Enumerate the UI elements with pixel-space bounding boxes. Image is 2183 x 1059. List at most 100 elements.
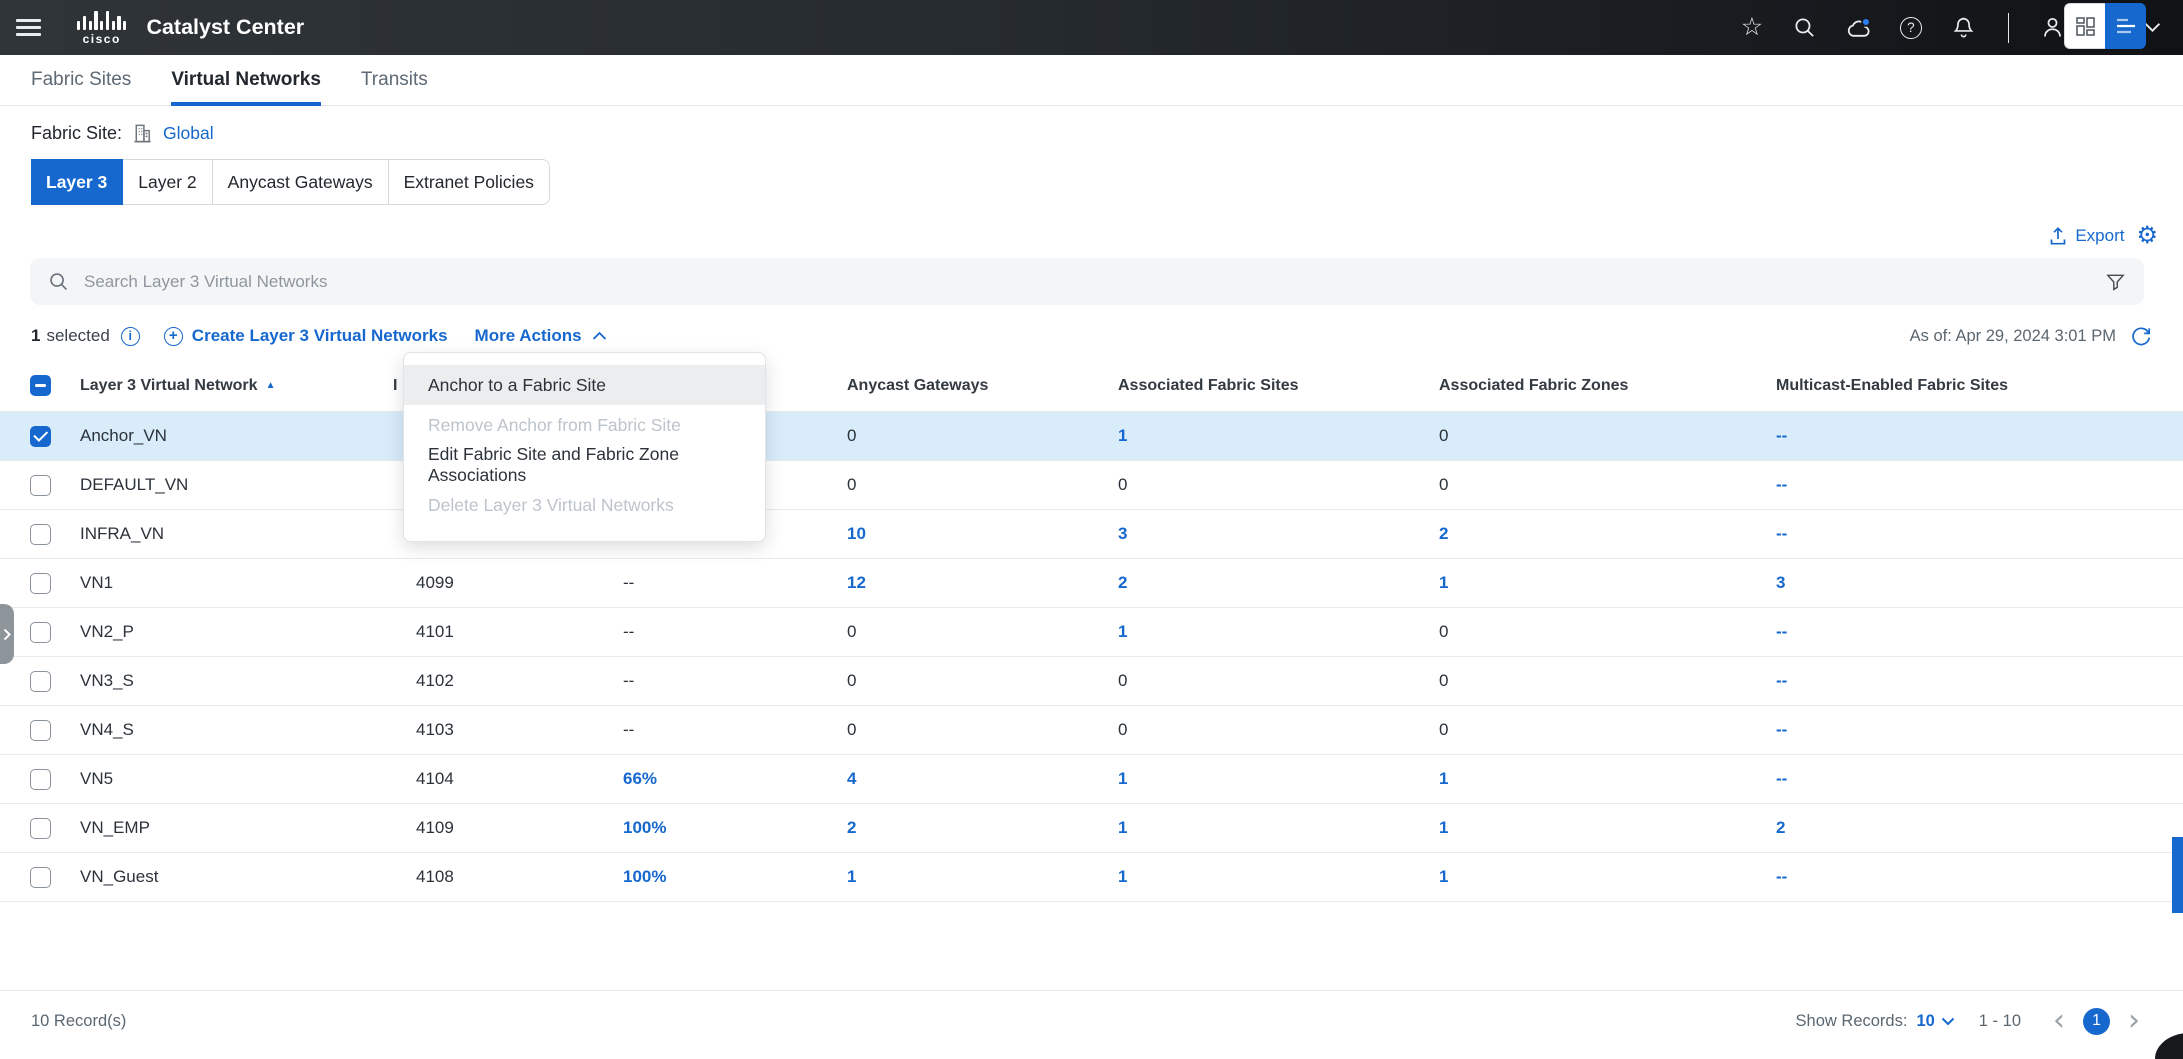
more-actions-button[interactable]: More Actions	[475, 326, 607, 346]
cell-multicast-enabled[interactable]: --	[1776, 426, 2183, 446]
grid-view-icon	[2076, 17, 2095, 36]
cell-associated-fabric-zones: 0	[1439, 622, 1776, 642]
menu-item[interactable]: Edit Fabric Site and Fabric Zone Associa…	[404, 445, 765, 485]
cell-associated-fabric-sites[interactable]: 1	[1118, 622, 1439, 642]
cell-multicast-enabled[interactable]: --	[1776, 720, 2183, 740]
cell-multicast-enabled[interactable]: --	[1776, 769, 2183, 789]
layer-filter-button[interactable]: Layer 3	[31, 159, 123, 205]
column-header-multicast-enabled[interactable]: Multicast-Enabled Fabric Sites	[1776, 377, 2183, 395]
favorites-star-icon[interactable]: ☆	[1739, 15, 1765, 41]
cell-percent[interactable]: 100%	[623, 818, 847, 838]
table-row[interactable]: VN4_S 4103 -- 0 0 0 --	[0, 706, 2183, 755]
global-search-icon[interactable]	[1792, 15, 1818, 41]
table-row[interactable]: INFRA_VN 10 3 2 --	[0, 510, 2183, 559]
row-checkbox[interactable]	[30, 769, 51, 790]
cell-associated-fabric-sites[interactable]: 1	[1118, 769, 1439, 789]
table-footer: 10 Record(s) Show Records: 10 1 - 10 ‹ 1…	[0, 990, 2183, 1051]
select-all-checkbox[interactable]	[30, 375, 51, 396]
cell-vnid: 4108	[416, 867, 623, 887]
menu-item[interactable]: Anchor to a Fabric Site	[404, 365, 765, 405]
cell-associated-fabric-zones[interactable]: 1	[1439, 573, 1776, 593]
cell-multicast-enabled[interactable]: --	[1776, 475, 2183, 495]
cell-multicast-enabled[interactable]: --	[1776, 671, 2183, 691]
row-checkbox[interactable]	[30, 720, 51, 741]
current-page-button[interactable]: 1	[2083, 1008, 2110, 1035]
cell-multicast-enabled[interactable]: 3	[1776, 573, 2183, 593]
view-toggle-group	[2064, 3, 2146, 49]
cell-associated-fabric-sites[interactable]: 2	[1118, 573, 1439, 593]
list-view-toggle[interactable]	[2105, 3, 2146, 49]
card-view-toggle[interactable]	[2064, 3, 2105, 49]
hamburger-icon[interactable]	[16, 14, 41, 40]
table-row[interactable]: VN_EMP 4109 100% 2 1 1 2	[0, 804, 2183, 853]
cell-vnid: 4104	[416, 769, 623, 789]
filter-funnel-icon[interactable]	[2105, 271, 2126, 292]
cell-multicast-enabled[interactable]: --	[1776, 622, 2183, 642]
cloud-status-icon[interactable]	[1845, 15, 1871, 41]
refresh-icon[interactable]	[2129, 324, 2153, 348]
cell-associated-fabric-zones[interactable]: 1	[1439, 867, 1776, 887]
cell-associated-fabric-sites[interactable]: 1	[1118, 867, 1439, 887]
table-row[interactable]: DEFAULT_VN 0 0 0 --	[0, 461, 2183, 510]
cell-anycast-gateways[interactable]: 12	[847, 573, 1118, 593]
vertical-scrollbar-thumb[interactable]	[2172, 837, 2183, 913]
cell-associated-fabric-zones[interactable]: 1	[1439, 769, 1776, 789]
table-row[interactable]: VN2_P 4101 -- 0 1 0 --	[0, 608, 2183, 657]
search-input[interactable]	[84, 272, 2105, 292]
cell-associated-fabric-zones[interactable]: 1	[1439, 818, 1776, 838]
table-row[interactable]: VN1 4099 -- 12 2 1 3	[0, 559, 2183, 608]
cell-anycast-gateways[interactable]: 1	[847, 867, 1118, 887]
fabric-site-global-link[interactable]: Global	[163, 123, 214, 144]
row-checkbox[interactable]	[30, 524, 51, 545]
layer-filter-button[interactable]: Anycast Gateways	[213, 159, 389, 205]
cell-multicast-enabled[interactable]: --	[1776, 867, 2183, 887]
cell-associated-fabric-sites[interactable]: 1	[1118, 426, 1439, 446]
column-header-layer3-vn[interactable]: Layer 3 Virtual Network▲	[80, 377, 416, 395]
column-header-associated-fabric-sites[interactable]: Associated Fabric Sites	[1118, 377, 1439, 395]
layer-filter-button[interactable]: Layer 2	[123, 159, 212, 205]
table-settings-gear-icon[interactable]: ⚙	[2136, 224, 2158, 248]
row-checkbox[interactable]	[30, 671, 51, 692]
column-header-associated-fabric-zones[interactable]: Associated Fabric Zones	[1439, 377, 1776, 395]
plus-icon: +	[164, 327, 183, 346]
row-checkbox[interactable]	[30, 818, 51, 839]
table-header-row: Layer 3 Virtual Network▲ I Anycast Gatew…	[0, 360, 2183, 412]
row-checkbox[interactable]	[30, 573, 51, 594]
row-checkbox[interactable]	[30, 426, 51, 447]
cell-percent[interactable]: 66%	[623, 769, 847, 789]
row-checkbox[interactable]	[30, 475, 51, 496]
page-size-chevron-icon[interactable]	[1941, 1017, 1955, 1026]
layer-filter-button[interactable]: Extranet Policies	[389, 159, 550, 205]
menu-item: Delete Layer 3 Virtual Networks	[404, 485, 765, 525]
column-header-anycast-gateways[interactable]: Anycast Gateways	[847, 377, 1118, 395]
cell-percent[interactable]: 100%	[623, 867, 847, 887]
expand-side-panel-handle[interactable]	[0, 604, 14, 664]
cell-multicast-enabled[interactable]: 2	[1776, 818, 2183, 838]
cell-associated-fabric-zones[interactable]: 2	[1439, 524, 1776, 544]
user-icon	[2040, 15, 2065, 40]
cell-anycast-gateways[interactable]: 2	[847, 818, 1118, 838]
cell-associated-fabric-sites[interactable]: 3	[1118, 524, 1439, 544]
table-row[interactable]: VN_Guest 4108 100% 1 1 1 --	[0, 853, 2183, 902]
cell-percent: --	[623, 573, 847, 593]
selection-info-icon[interactable]: i	[121, 327, 140, 346]
cell-anycast-gateways[interactable]: 4	[847, 769, 1118, 789]
row-checkbox[interactable]	[30, 867, 51, 888]
cell-associated-fabric-sites[interactable]: 1	[1118, 818, 1439, 838]
table-row[interactable]: VN5 4104 66% 4 1 1 --	[0, 755, 2183, 804]
page-size-select[interactable]: 10	[1916, 1012, 1934, 1031]
nav-tab[interactable]: Fabric Sites	[31, 55, 131, 106]
nav-tab[interactable]: Transits	[361, 55, 428, 106]
cell-multicast-enabled[interactable]: --	[1776, 524, 2183, 544]
create-layer3-vn-button[interactable]: + Create Layer 3 Virtual Networks	[164, 326, 448, 346]
table-row[interactable]: Anchor_VN 0 1 0 --	[0, 412, 2183, 461]
row-checkbox[interactable]	[30, 622, 51, 643]
cell-anycast-gateways[interactable]: 10	[847, 524, 1118, 544]
table-row[interactable]: VN3_S 4102 -- 0 0 0 --	[0, 657, 2183, 706]
notifications-bell-icon[interactable]	[1951, 15, 1977, 41]
export-button[interactable]: Export	[2048, 226, 2124, 246]
cell-vnid: 4102	[416, 671, 623, 691]
cell-vnid: 4103	[416, 720, 623, 740]
help-icon[interactable]: ?	[1898, 15, 1924, 41]
nav-tab[interactable]: Virtual Networks	[171, 55, 321, 106]
